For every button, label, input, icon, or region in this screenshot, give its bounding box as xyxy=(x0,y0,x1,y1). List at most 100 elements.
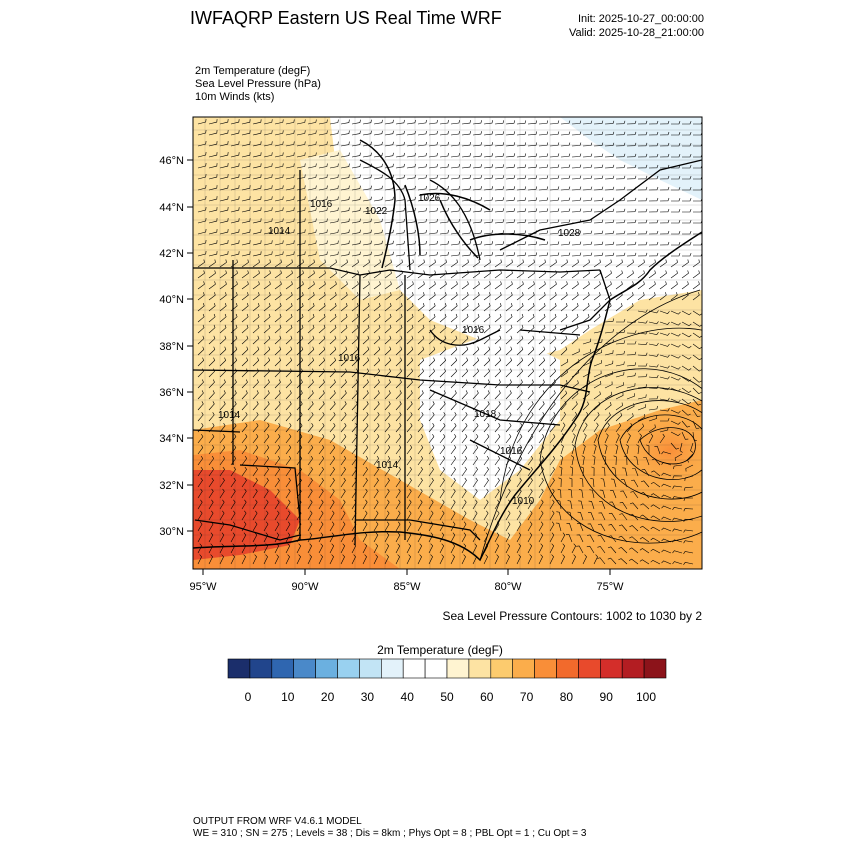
wind-barb xyxy=(241,510,247,521)
wind-barb xyxy=(241,499,247,510)
wind-barb xyxy=(461,324,469,334)
wind-barb xyxy=(406,466,412,477)
wind-barb xyxy=(527,521,533,532)
wind-barb xyxy=(610,478,617,488)
wind-barb xyxy=(395,259,403,268)
wind-barb xyxy=(483,142,493,147)
wind-barb xyxy=(428,207,438,213)
wind-barb xyxy=(549,281,557,290)
wind-barb xyxy=(318,543,324,554)
wind-barb xyxy=(241,251,251,257)
wind-barb xyxy=(252,466,258,477)
wind-barb xyxy=(604,350,614,356)
wind-barb xyxy=(516,379,523,389)
wind-barb xyxy=(351,251,361,257)
wind-barb xyxy=(417,455,424,466)
wind-barb xyxy=(538,401,545,411)
wind-barb xyxy=(362,499,368,510)
wind-barb xyxy=(615,444,619,455)
wind-barb xyxy=(351,174,361,180)
wind-barb xyxy=(252,412,259,422)
wind-barb xyxy=(241,357,249,367)
wind-barb xyxy=(593,230,604,235)
wind-barb xyxy=(384,303,392,312)
wind-barb xyxy=(406,185,416,191)
wind-barb xyxy=(576,534,584,543)
wind-barb xyxy=(593,444,597,455)
wind-barb xyxy=(263,303,271,312)
pressure-label: 1016 xyxy=(500,446,523,457)
wind-barb xyxy=(230,368,237,378)
wind-barb xyxy=(527,142,538,147)
wind-barb xyxy=(604,230,615,235)
wind-barb xyxy=(505,164,516,169)
wind-barb xyxy=(527,120,538,125)
wind-barb xyxy=(615,402,623,411)
wind-barb xyxy=(560,270,568,279)
wind-barb xyxy=(395,488,401,499)
wind-barb xyxy=(516,313,524,323)
wind-barb xyxy=(527,281,535,290)
wind-barb xyxy=(296,510,302,521)
wind-barb xyxy=(274,401,281,411)
wind-barb xyxy=(252,229,262,235)
wind-barb xyxy=(648,241,659,246)
wind-barb xyxy=(274,163,284,169)
wind-barb xyxy=(384,218,394,224)
wind-barb xyxy=(607,557,617,565)
wind-barb xyxy=(637,413,646,422)
wind-barb xyxy=(351,141,361,147)
wind-barb xyxy=(296,412,303,422)
wind-barb xyxy=(417,532,423,543)
wind-barb xyxy=(373,207,383,213)
wind-barb xyxy=(318,251,328,257)
wind-barb xyxy=(560,164,571,169)
wind-barb xyxy=(406,218,416,224)
wind-barb xyxy=(527,252,538,257)
wind-barb xyxy=(612,467,617,477)
wind-barb xyxy=(681,321,692,327)
wind-barb xyxy=(659,120,670,125)
wind-barb xyxy=(692,332,702,338)
wind-barb xyxy=(527,219,538,224)
wind-barb xyxy=(615,371,625,378)
colorbar-swatch xyxy=(315,658,338,679)
wind-barb xyxy=(618,524,628,532)
wind-barb xyxy=(428,240,438,246)
wind-barb xyxy=(527,197,538,202)
wind-barb xyxy=(604,153,615,158)
wind-barb xyxy=(505,543,511,554)
wind-barb xyxy=(527,292,535,301)
wind-barb xyxy=(373,543,379,554)
wind-barb xyxy=(241,554,246,565)
pressure-label: 1010 xyxy=(512,496,535,507)
map-area[interactable]: 1016 1022 1026 1014 1028 1016 1016 1014 … xyxy=(193,117,740,569)
wind-barb xyxy=(395,174,405,180)
wind-barb xyxy=(659,426,669,433)
wind-barb xyxy=(219,357,227,367)
wind-barb xyxy=(450,455,457,466)
wind-barb xyxy=(373,303,381,312)
wind-barb xyxy=(230,174,240,180)
wind-barb xyxy=(417,466,423,477)
wind-barb xyxy=(683,497,694,502)
wind-barb xyxy=(681,354,692,360)
wind-barb xyxy=(197,444,204,455)
wind-barb xyxy=(197,313,205,323)
wind-barb xyxy=(672,561,683,565)
wind-barb xyxy=(219,455,226,466)
wind-barb xyxy=(461,510,467,521)
wind-barb xyxy=(395,292,403,301)
wind-barb xyxy=(406,174,416,180)
wind-barb xyxy=(560,346,568,356)
wind-barb xyxy=(626,351,637,356)
wind-barb xyxy=(472,241,482,246)
wind-barb xyxy=(197,173,207,180)
wind-barb xyxy=(571,230,582,235)
wind-barb xyxy=(593,281,601,290)
wind-barb xyxy=(450,120,460,125)
wind-barb xyxy=(604,252,615,257)
wind-barb xyxy=(450,303,458,312)
wind-barb xyxy=(318,433,325,444)
wind-barb xyxy=(527,153,538,158)
